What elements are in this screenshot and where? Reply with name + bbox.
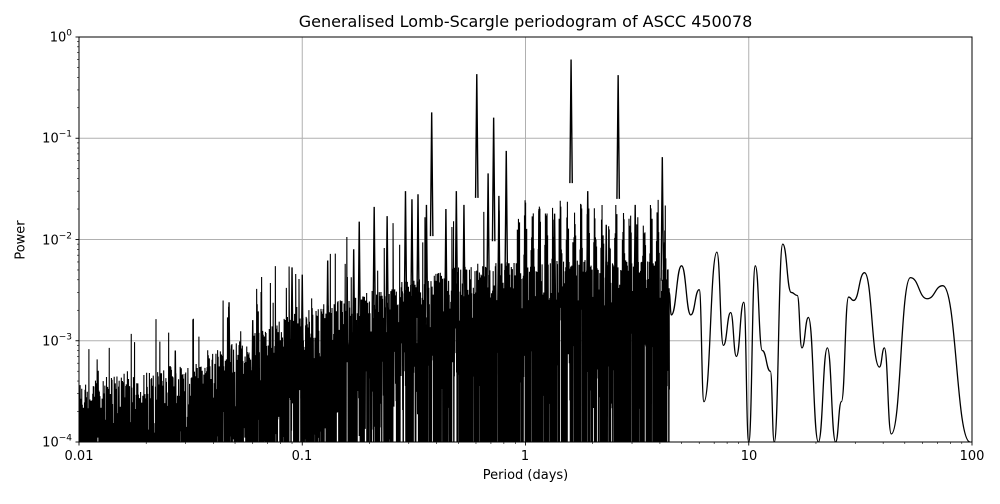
periodogram-peak [569,59,573,184]
periodogram-peak [410,199,414,323]
periodogram-peak [537,209,541,333]
periodogram-peak [372,206,377,331]
periodogram-peak [357,221,362,346]
periodogram-peak [385,216,390,340]
periodogram-peak [496,195,501,320]
periodogram-noise [79,199,670,442]
x-tick-label: 0.1 [291,449,313,464]
periodogram-peak [173,350,177,442]
periodogram-peak [660,157,665,281]
x-tick-label: 10 [740,449,758,464]
periodogram-peak [300,274,305,399]
periodogram-peak [429,112,434,237]
x-tick-label: 100 [959,449,985,464]
periodogram-peak [474,74,479,198]
periodogram-peak [424,204,429,329]
periodogram-peak [351,249,356,374]
y-tick-label: 10−3 [42,332,72,350]
periodogram-peak [444,209,448,333]
periodogram-peak [462,204,466,329]
chart-title: Generalised Lomb-Scargle periodogram of … [298,12,753,31]
periodogram-peak [604,224,609,349]
x-axis-label: Period (days) [482,468,569,483]
periodogram-long-period [668,243,971,442]
periodogram-peak [486,173,491,298]
periodogram-peak [416,194,420,318]
periodogram-peak [227,302,231,426]
y-tick-label: 10−1 [42,129,72,147]
periodogram-peak [616,75,621,199]
y-axis-label: Power [13,220,29,260]
y-tick-label: 100 [49,28,72,46]
y-tick-label: 10−4 [42,433,72,451]
periodogram-peak [250,320,255,442]
periodogram-peak [504,150,509,275]
x-tick-label: 0.01 [64,449,94,464]
periodogram-peak [585,191,590,315]
x-tick-label: 1 [520,449,530,464]
periodogram-peak [491,117,496,242]
periodogram-peak [403,191,408,315]
periodogram-peak [325,260,330,385]
y-tick-label: 10−2 [42,231,72,249]
periodogram-peak [552,213,557,338]
periodogram-peak [633,204,638,329]
periodogram-peak [290,267,294,392]
periodogram-peak [454,191,459,315]
